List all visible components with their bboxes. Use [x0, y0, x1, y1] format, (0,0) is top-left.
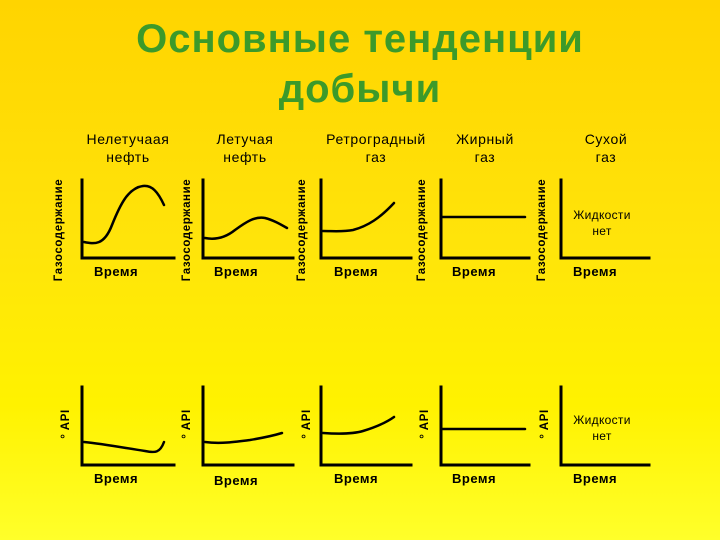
row2-x-label-col1: Время: [94, 471, 139, 486]
column-header-dry-gas: Сухой газ: [584, 131, 628, 165]
slide-title-line2: добычи: [278, 67, 442, 111]
row2-axes-col2: [201, 385, 295, 467]
row2-dry-gas-note: Жидкости нет: [573, 413, 631, 443]
row2-axes-col4: [439, 385, 531, 467]
row2-x-label-col3: Время: [334, 471, 379, 486]
row1-axes-col3: [319, 178, 413, 260]
row2-curve-nonvolatile-oil: [82, 440, 166, 454]
row1-axes-col5: [559, 178, 651, 260]
slide-title-line1: Основные тенденции: [136, 17, 584, 61]
column-header-wet-gas: Жирный газ: [456, 131, 514, 165]
row2-x-label-col2: Время: [214, 473, 259, 488]
row2-curve-retrograde-gas: [321, 415, 396, 435]
column-header-volatile-oil: Летучая нефть: [216, 131, 274, 165]
row1-x-label-col4: Время: [452, 264, 497, 279]
column-header-nonvolatile-oil: Нелетучаая нефть: [86, 131, 170, 165]
row2-x-label-col4: Время: [452, 471, 497, 486]
row2-curve-volatile-oil: [203, 431, 284, 445]
slide-title: Основные тенденции добычи: [0, 14, 720, 114]
row2-axes-col5: [559, 385, 651, 467]
row1-axes-col1: [80, 178, 176, 260]
row1-curve-volatile-oil: [203, 216, 289, 240]
row2-axes-col3: [319, 385, 413, 467]
row1-curve-nonvolatile-oil: [82, 184, 166, 245]
row2-x-label-col5: Время: [573, 471, 618, 486]
row1-dry-gas-note: Жидкости нет: [573, 208, 631, 238]
row1-x-label-col1: Время: [94, 264, 139, 279]
row1-x-label-col3: Время: [334, 264, 379, 279]
row1-curve-retrograde-gas: [321, 201, 396, 233]
column-header-retrograde-gas: Ретроградный газ: [326, 131, 426, 165]
row2-axes-col1: [80, 385, 176, 467]
row1-axes-col4: [439, 178, 531, 260]
row1-x-label-col2: Время: [214, 264, 259, 279]
row1-axes-col2: [201, 178, 295, 260]
row1-x-label-col5: Время: [573, 264, 618, 279]
